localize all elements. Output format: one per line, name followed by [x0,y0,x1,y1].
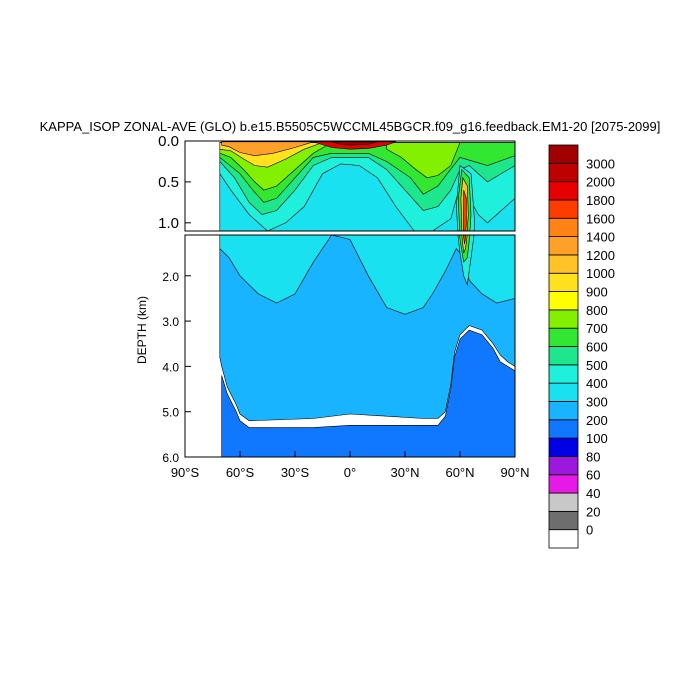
colorbar-label: 1200 [586,248,615,263]
colorbar-swatch [548,529,579,549]
contour-region-upper-800-n [386,142,461,179]
colorbar-label: 40 [586,486,600,501]
x-tick-label: 30°N [390,465,419,480]
y-tick-label: 2.0 [162,270,179,284]
colorbar-swatch [548,382,579,402]
contour-region-surface-3000 [331,141,378,146]
colorbar-label: 100 [586,431,608,446]
colorbar-label: 2000 [586,175,615,190]
colorbar-swatch [548,162,579,183]
contour-region-bottom-300 [221,329,515,457]
colorbar-swatch [548,456,579,476]
colorbar-label: 80 [586,449,600,464]
colorbar-label: 400 [586,376,608,391]
colorbar-swatch [548,492,579,512]
colorbar-swatch [548,364,579,384]
colorbar-label: 3000 [586,156,615,171]
x-tick-label: 90°N [500,465,529,480]
contour-region-upper-1400 [221,141,314,157]
contour-region-plume-1800 [462,190,467,231]
colorbar-swatch [548,254,579,274]
colorbar-swatch [548,217,579,237]
colorbar-label: 900 [586,285,608,300]
colorbar-label: 500 [586,358,608,373]
y-tick-label: 4.0 [162,360,179,374]
y-tick-label: 3.0 [162,315,179,329]
y-tick-label: 0.5 [158,174,179,191]
colorbar-swatch [548,309,579,329]
contour-region-plume-1800 [462,235,467,245]
colorbar-swatch [548,346,579,366]
colorbar-swatch [548,144,579,164]
colorbar-swatch [548,437,579,457]
colorbar-swatch [548,199,579,219]
colorbar-swatch [548,327,579,347]
lower-panel-fill [219,235,515,457]
colorbar-swatch [548,236,579,256]
colorbar-label: 0 [586,523,593,538]
colorbar-label: 300 [586,395,608,410]
colorbar-swatch [548,401,579,421]
x-tick-label: 60°N [445,465,474,480]
colorbar: 0 20 40 60 80 100 200 300 400 500 600 700 800 900 1000… [548,144,615,549]
y-tick-label: 1.0 [158,215,179,232]
colorbar-label: 1400 [586,230,615,245]
contour-region-surface-2000 [313,141,396,150]
colorbar-label: 20 [586,504,600,519]
colorbar-label: 1600 [586,211,615,226]
colorbar-label: 60 [586,468,600,483]
x-tick-label: 60°S [226,465,255,480]
colorbar-swatch [548,272,579,292]
y-tick-label: 0.0 [158,133,179,150]
chart-title: KAPPA_ISOP ZONAL-AVE (GLO) b.e15.B5505C5… [40,119,661,134]
colorbar-label: 1000 [586,266,615,281]
y-axis-label: DEPTH (km) [135,296,149,364]
colorbar-label: 1800 [586,193,615,208]
x-tick-label: 0° [344,465,356,480]
colorbar-label: 600 [586,340,608,355]
contour-region-mid-300 [219,235,515,315]
colorbar-label: 700 [586,321,608,336]
y-tick-label: 6.0 [162,451,179,465]
colorbar-swatch [548,291,579,311]
colorbar-swatch [548,510,579,531]
colorbar-swatch [548,474,579,494]
axes: 90°S 60°S 30°S 0° 30°N 60°N 90°N 0.0 0.5 1.0 2.0 3.… [158,133,529,480]
colorbar-label: 800 [586,303,608,318]
x-tick-label: 30°S [281,465,310,480]
colorbar-swatch [548,419,579,439]
upper-panel-frame [184,140,516,232]
colorbar-swatch [548,181,579,201]
y-tick-label: 5.0 [162,406,179,420]
colorbar-label: 200 [586,413,608,428]
x-tick-label: 90°S [171,465,200,480]
upper-panel-fill [219,141,515,231]
